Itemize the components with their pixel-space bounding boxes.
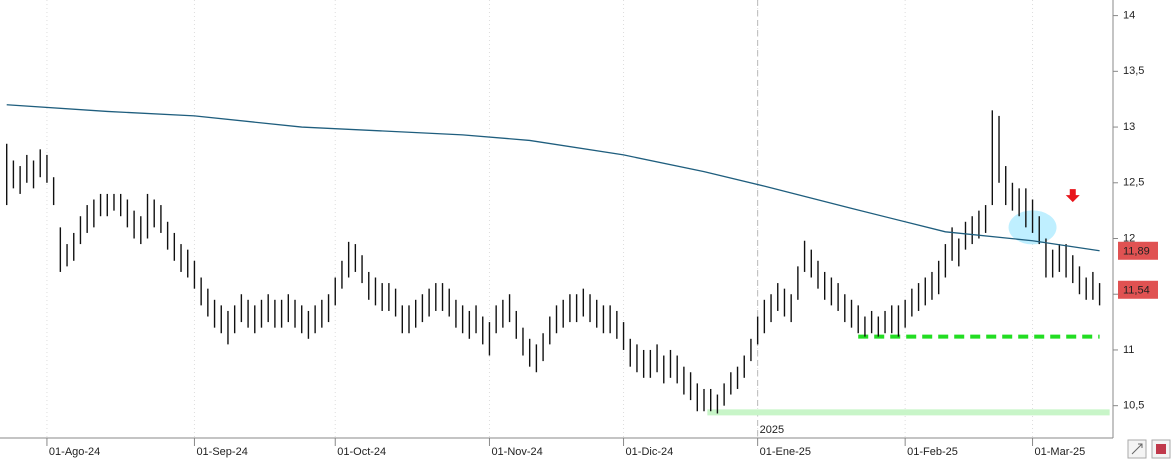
price-tag: [1118, 280, 1158, 299]
price-tag: [1118, 241, 1158, 260]
y-tick-label: 13,5: [1123, 65, 1144, 77]
price-tag-label: 11,54: [1123, 285, 1150, 297]
y-tick-label: 12,5: [1123, 177, 1144, 189]
x-tick-label: 01-Ene-25: [760, 446, 811, 458]
year-label: 2025: [760, 424, 784, 436]
save-icon: [1156, 444, 1166, 454]
x-tick-label: 01-Dic-24: [626, 446, 674, 458]
y-tick-label: 11: [1123, 344, 1134, 356]
x-tick-label: 01-Sep-24: [196, 446, 247, 458]
y-tick-label: 10,5: [1123, 400, 1144, 412]
x-tick-label: 01-Ago-24: [49, 446, 100, 458]
y-tick-label: 13: [1123, 121, 1135, 133]
x-tick-label: 01-Feb-25: [907, 446, 958, 458]
y-tick-label: 12: [1123, 232, 1135, 244]
x-tick-label: 01-Mar-25: [1035, 446, 1086, 458]
x-tick-label: 01-Nov-24: [491, 446, 542, 458]
y-tick-label: 14: [1123, 10, 1135, 22]
x-tick-label: 01-Oct-24: [337, 446, 386, 458]
zoom-icon: [1131, 443, 1143, 455]
moving-average: [6, 104, 1100, 252]
price-tag-label: 11,89: [1123, 246, 1150, 258]
signal-arrow: [1065, 189, 1080, 203]
